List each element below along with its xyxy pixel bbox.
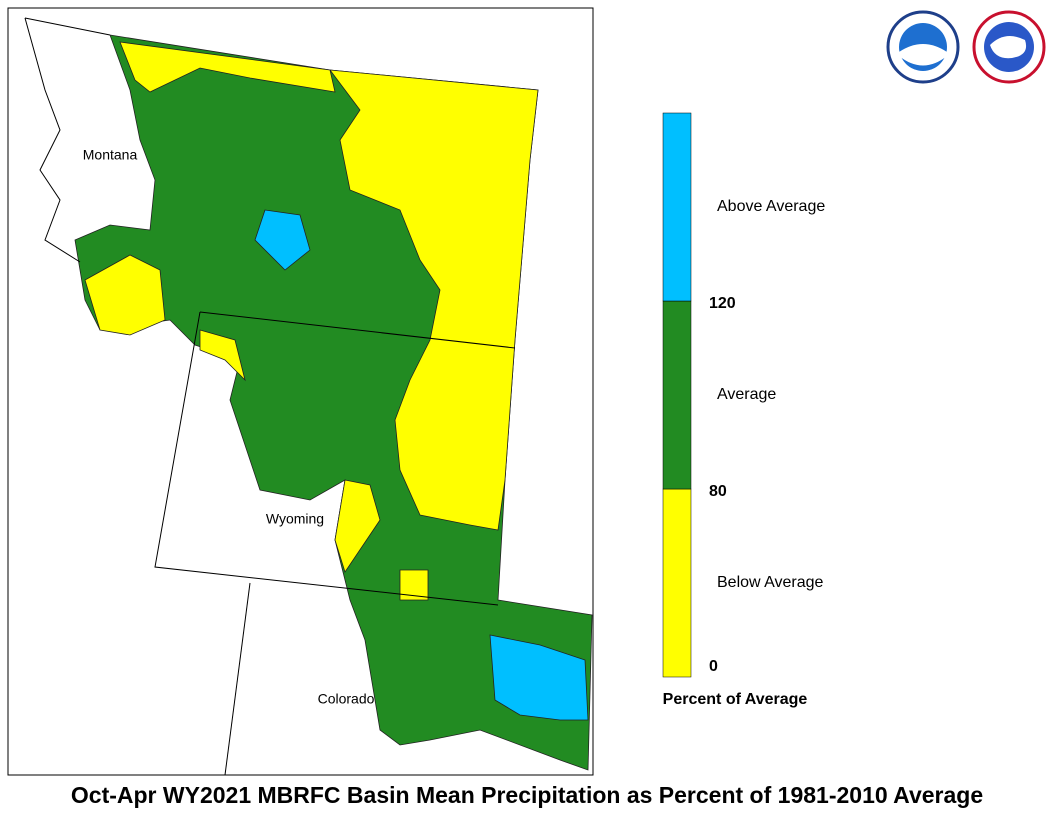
basin-region [489,634,589,721]
legend-label: Above Average [717,198,825,215]
state-border [224,582,251,776]
basin-region [334,479,381,573]
legend-swatch [662,300,692,490]
state-label: Montana [83,147,138,163]
basins [74,34,593,771]
basin-region [84,254,166,336]
legend-break: 80 [709,483,727,500]
state-border [24,17,81,263]
basin-region [254,209,311,271]
legend-break: 120 [709,295,736,312]
state-borders [24,17,516,776]
legend-title: Percent of Average [663,691,808,708]
legend-break: 0 [709,658,718,675]
legend-swatch [662,112,692,302]
state-border [24,17,111,36]
legend-label: Below Average [717,574,824,591]
legend-swatch [662,488,692,678]
basin-region [119,41,336,93]
logos [886,10,1046,84]
legend: Below Average Average Above Average 0 80 120 [662,112,825,678]
nws-logo-cloud [990,36,1027,59]
state-border [154,311,499,606]
state-border [199,311,516,349]
map-title: Oct-Apr WY2021 MBRFC Basin Mean Precipit… [71,782,983,808]
state-label: Colorado [318,691,375,707]
basin-region [199,329,246,382]
legend-label: Average [717,386,776,403]
basin-region [399,569,429,601]
basin-region [329,69,539,531]
state-label: Wyoming [266,511,324,527]
noaa-logo-bird [899,44,947,66]
